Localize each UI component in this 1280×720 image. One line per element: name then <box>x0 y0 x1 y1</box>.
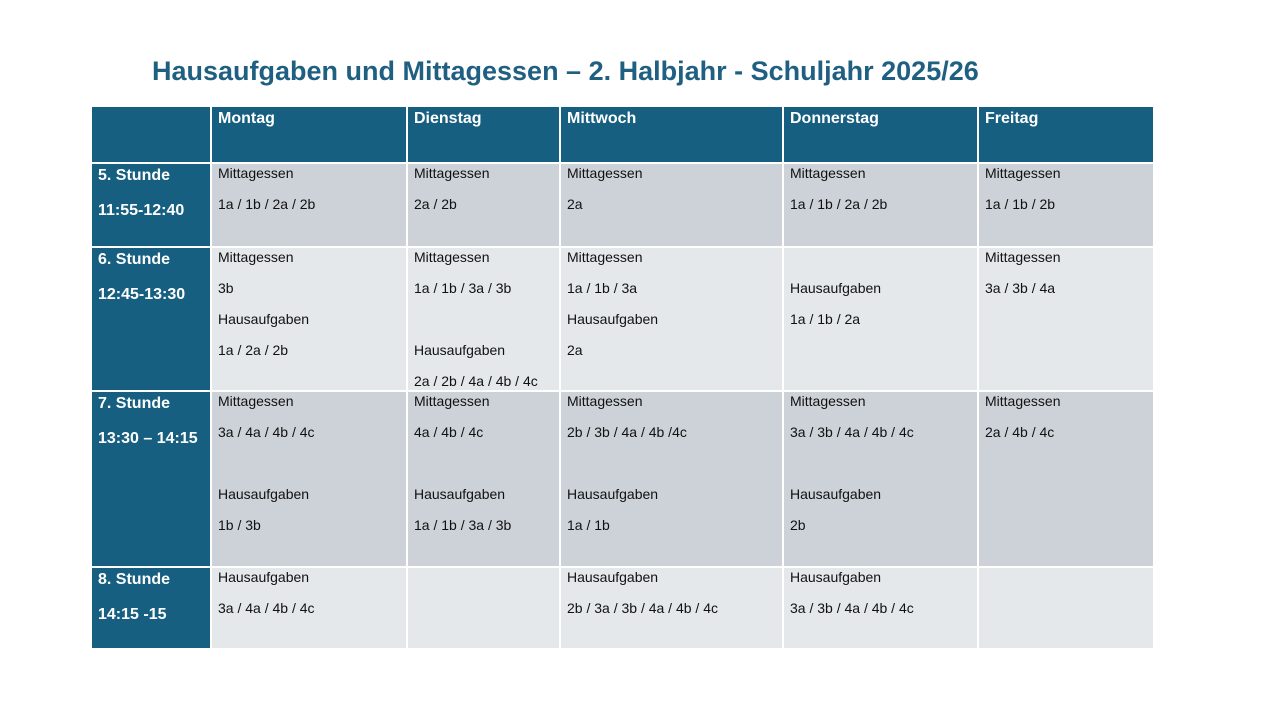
cell: Mittagessen 3a / 4a / 4b / 4c Hausaufgaben… <box>212 392 406 566</box>
cell-line: Hausaufgaben <box>567 486 659 502</box>
cell-line: Hausaufgaben <box>414 486 506 502</box>
cell-line: 3a / 4a / 4b / 4c <box>218 600 315 616</box>
row-label-line: 12:45-13:30 <box>98 286 186 303</box>
row-label-line: 13:30 – 14:15 <box>98 430 198 447</box>
cell-line: 4a / 4b / 4c <box>414 424 484 440</box>
cell-line: 3a / 4a / 4b / 4c <box>218 424 315 440</box>
cell: Mittagessen 2b / 3b / 4a / 4b /4c Hausaufg… <box>561 392 782 566</box>
cell: Mittagessen 1a / 1b / 2a / 2b <box>212 164 406 246</box>
cell-line: 1a / 1b / 3a / 3b <box>414 280 512 296</box>
cell-line: Mittagessen <box>985 249 1061 265</box>
row-label-line: 7. Stunde <box>98 395 171 412</box>
cell: Mittagessen 2a <box>561 164 782 246</box>
cell-line: 2b / 3b / 4a / 4b /4c <box>567 424 687 440</box>
row-label: 5. Stunde 11:55-12:40 <box>92 164 210 246</box>
cell-line: 3a / 3b / 4a / 4b / 4c <box>790 424 914 440</box>
row-label: 6. Stunde 12:45-13:30 <box>92 248 210 390</box>
cell-line: 1a / 1b / 2a / 2b <box>790 196 888 212</box>
cell-line: Hausaufgaben <box>790 569 882 585</box>
row-label: 8. Stunde 14:15 -15 <box>92 568 210 648</box>
cell-line: 2a <box>567 196 583 212</box>
column-header: Mittwoch <box>561 107 782 162</box>
cell: Mittagessen 3a / 3b / 4a / 4b / 4c Hausauf… <box>784 392 977 566</box>
title: Hausaufgaben und Mittagessen – 2. Halbja… <box>152 56 979 86</box>
cell: Mittagessen 3b Hausaufgaben 1a / 2a / 2b <box>212 248 406 390</box>
cell-line: 2a / 2b <box>414 196 457 212</box>
cell-line: Hausaufgaben <box>567 569 659 585</box>
cell-line: Hausaufgaben <box>218 486 310 502</box>
cell-line: 3a / 3b / 4a <box>985 280 1056 296</box>
cell-line: Hausaufgaben <box>567 311 659 327</box>
cell-line: 2b / 3a / 3b / 4a / 4b / 4c <box>567 600 718 616</box>
column-header: Freitag <box>979 107 1153 162</box>
cell-line: Hausaufgaben <box>790 280 882 296</box>
cell-line: 1a / 1b / 2b <box>985 196 1056 212</box>
cell-line: 3b <box>218 280 234 296</box>
cell-line: Mittagessen <box>567 393 643 409</box>
cell-line: 2a / 2b / 4a / 4b / 4c <box>414 373 538 389</box>
cell: Mittagessen 1a / 1b / 3a / 3b Hausaufgaben… <box>408 248 559 390</box>
row-label-line: 5. Stunde <box>98 167 171 184</box>
cell-line: Mittagessen <box>790 165 866 181</box>
cell-line: Mittagessen <box>567 249 643 265</box>
column-header: Donnerstag <box>784 107 977 162</box>
cell: Mittagessen 1a / 1b / 2b <box>979 164 1153 246</box>
cell: Mittagessen 2a / 4b / 4c <box>979 392 1153 566</box>
cell: Hausaufgaben 3a / 4a / 4b / 4c <box>212 568 406 648</box>
cell-line: 1a / 1b <box>567 517 610 533</box>
cell-line: 1a / 2a / 2b <box>218 342 289 358</box>
cell-line: Mittagessen <box>414 165 490 181</box>
cell-line: Mittagessen <box>218 393 294 409</box>
cell-line: Mittagessen <box>218 165 294 181</box>
cell-line: 2a / 4b / 4c <box>985 424 1055 440</box>
cell-line: Mittagessen <box>414 393 490 409</box>
row-label: 7. Stunde 13:30 – 14:15 <box>92 392 210 566</box>
cell-line: Hausaufgaben <box>218 569 310 585</box>
cell-line: 1a / 1b / 3a <box>567 280 638 296</box>
cell-line: 1b / 3b <box>218 517 261 533</box>
cell: Mittagessen 4a / 4b / 4c Hausaufgaben 1a / … <box>408 392 559 566</box>
cell-line: Hausaufgaben <box>790 486 882 502</box>
cell: Hausaufgaben 1a / 1b / 2a <box>784 248 977 390</box>
row-label-line: 14:15 -15 <box>98 606 167 623</box>
cell-line: 1a / 1b / 2a / 2b <box>218 196 316 212</box>
cell: Mittagessen 3a / 3b / 4a <box>979 248 1153 390</box>
cell-line: Mittagessen <box>985 393 1061 409</box>
cell: Hausaufgaben 2b / 3a / 3b / 4a / 4b / 4c <box>561 568 782 648</box>
column-header: Montag <box>212 107 406 162</box>
cell: Hausaufgaben 3a / 3b / 4a / 4b / 4c <box>784 568 977 648</box>
cell-line: 2b <box>790 517 806 533</box>
cell-line: Mittagessen <box>414 249 490 265</box>
cell-line: 1a / 1b / 2a <box>790 311 861 327</box>
cell <box>408 568 559 648</box>
row-label-line: 6. Stunde <box>98 251 171 268</box>
cell-line: 2a <box>567 342 583 358</box>
row-label-line: 8. Stunde <box>98 571 171 588</box>
cell: Mittagessen 2a / 2b <box>408 164 559 246</box>
cell-line: Mittagessen <box>567 165 643 181</box>
row-label-line: 11:55-12:40 <box>98 202 185 219</box>
cell-line: Mittagessen <box>790 393 866 409</box>
cell-line: 1a / 1b / 3a / 3b <box>414 517 512 533</box>
cell: Mittagessen 1a / 1b / 2a / 2b <box>784 164 977 246</box>
cell <box>979 568 1153 648</box>
cell-line: Mittagessen <box>218 249 294 265</box>
column-header: Dienstag <box>408 107 559 162</box>
header-corner <box>92 107 210 162</box>
cell-line: Hausaufgaben <box>218 311 310 327</box>
cell-line: 3a / 3b / 4a / 4b / 4c <box>790 600 914 616</box>
cell: Mittagessen 1a / 1b / 3a Hausaufgaben 2a <box>561 248 782 390</box>
cell-line: Hausaufgaben <box>414 342 506 358</box>
cell-line: Mittagessen <box>985 165 1061 181</box>
